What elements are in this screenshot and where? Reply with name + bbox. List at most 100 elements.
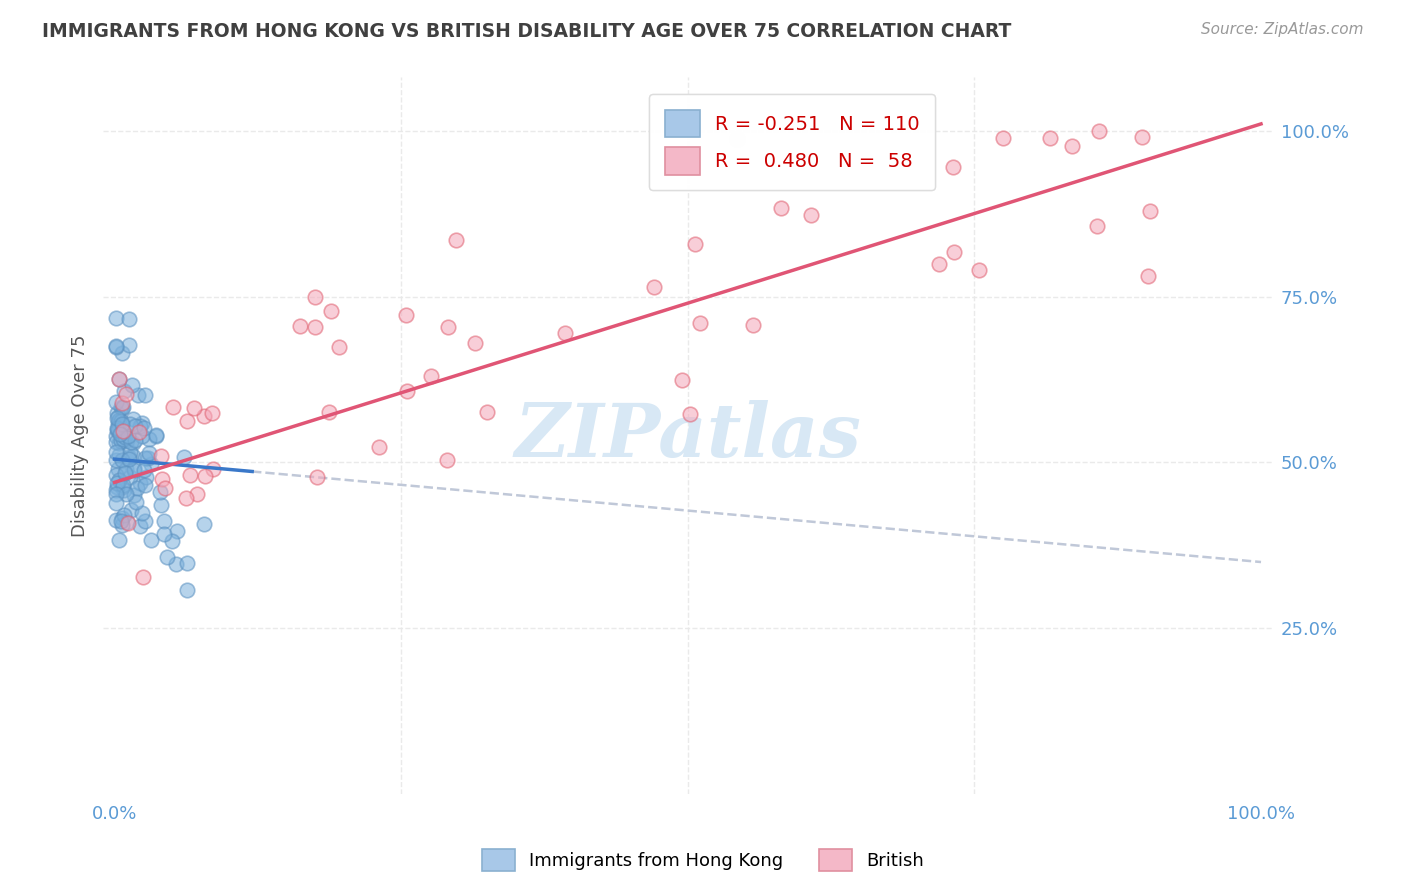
Point xyxy=(1085,219,1108,233)
Point xyxy=(132,463,155,477)
Point xyxy=(436,453,458,467)
Point xyxy=(107,416,129,430)
Point xyxy=(643,279,665,293)
Point xyxy=(162,401,184,415)
Point xyxy=(288,319,311,334)
Point xyxy=(129,418,152,433)
Point xyxy=(942,244,965,259)
Point xyxy=(446,233,468,247)
Point xyxy=(394,308,416,322)
Point xyxy=(108,533,131,547)
Point xyxy=(111,452,134,467)
Point xyxy=(554,326,576,340)
Point xyxy=(105,475,128,490)
Point xyxy=(107,448,129,462)
Point xyxy=(149,484,172,499)
Point xyxy=(110,514,132,528)
Text: ZIPatlas: ZIPatlas xyxy=(515,400,862,472)
Point xyxy=(104,483,127,497)
Point xyxy=(108,413,131,427)
Point xyxy=(114,430,136,444)
Point xyxy=(107,421,129,435)
Point xyxy=(104,339,127,353)
Point xyxy=(114,466,136,480)
Point xyxy=(179,468,201,483)
Point xyxy=(1060,139,1083,153)
Point xyxy=(145,428,167,442)
Point xyxy=(105,394,128,409)
Point xyxy=(150,499,173,513)
Point xyxy=(368,440,391,454)
Point xyxy=(173,450,195,465)
Point xyxy=(111,417,134,431)
Point xyxy=(104,341,127,355)
Point xyxy=(111,517,134,532)
Point xyxy=(136,450,159,465)
Point xyxy=(117,516,139,530)
Point xyxy=(770,202,793,216)
Point xyxy=(111,401,134,415)
Point xyxy=(742,318,765,333)
Point xyxy=(122,487,145,501)
Point xyxy=(118,445,141,459)
Point xyxy=(107,423,129,437)
Point xyxy=(134,388,156,402)
Point xyxy=(117,429,139,443)
Point xyxy=(464,336,486,351)
Point xyxy=(139,533,162,547)
Point xyxy=(928,257,950,271)
Point xyxy=(436,320,458,334)
Point xyxy=(304,290,326,304)
Point xyxy=(186,487,208,501)
Point xyxy=(118,451,141,466)
Point xyxy=(307,470,329,484)
Point xyxy=(134,450,156,465)
Point xyxy=(107,462,129,476)
Point xyxy=(134,514,156,528)
Point xyxy=(671,373,693,387)
Point xyxy=(942,160,965,174)
Point xyxy=(152,527,174,541)
Point xyxy=(1088,123,1111,137)
Point xyxy=(201,406,224,420)
Text: Source: ZipAtlas.com: Source: ZipAtlas.com xyxy=(1201,22,1364,37)
Point xyxy=(166,524,188,538)
Point xyxy=(477,405,499,419)
Point xyxy=(129,475,152,490)
Point xyxy=(124,434,146,448)
Point xyxy=(118,338,141,352)
Legend: R = -0.251   N = 110, R =  0.480   N =  58: R = -0.251 N = 110, R = 0.480 N = 58 xyxy=(650,95,935,190)
Point xyxy=(396,384,419,399)
Point xyxy=(131,506,153,520)
Point xyxy=(193,409,215,424)
Point xyxy=(104,513,127,527)
Point xyxy=(1139,203,1161,218)
Point xyxy=(201,462,224,476)
Point xyxy=(304,319,326,334)
Point xyxy=(108,427,131,442)
Point xyxy=(115,515,138,529)
Point xyxy=(800,208,823,222)
Point xyxy=(153,514,176,528)
Point xyxy=(104,444,127,458)
Point xyxy=(318,405,340,419)
Point xyxy=(124,419,146,434)
Point xyxy=(689,317,711,331)
Point xyxy=(121,378,143,392)
Point xyxy=(127,388,149,402)
Point xyxy=(153,481,176,495)
Point xyxy=(118,417,141,432)
Point xyxy=(138,432,160,446)
Point xyxy=(104,310,127,325)
Point xyxy=(110,434,132,448)
Point xyxy=(111,400,134,414)
Point xyxy=(122,412,145,426)
Point xyxy=(132,421,155,435)
Point xyxy=(105,423,128,437)
Point xyxy=(104,435,127,450)
Point xyxy=(112,384,135,399)
Point xyxy=(134,478,156,492)
Point xyxy=(162,533,184,548)
Point xyxy=(105,467,128,482)
Point xyxy=(105,410,128,425)
